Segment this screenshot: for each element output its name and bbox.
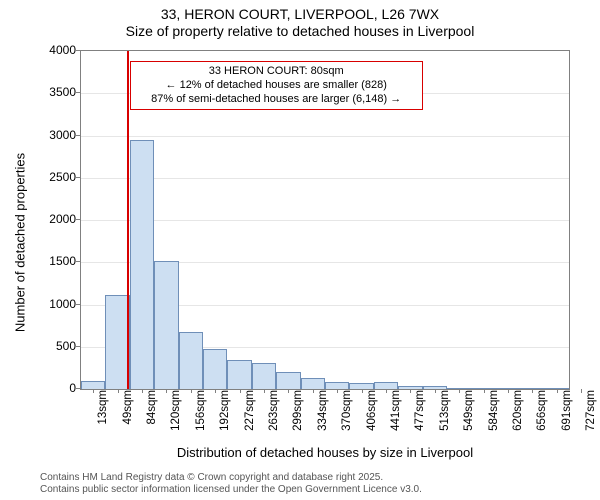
x-tick-mark (93, 389, 94, 393)
histogram-bar (325, 382, 349, 389)
x-tick-mark (288, 389, 289, 393)
x-tick-mark (313, 389, 314, 393)
x-tick-mark (337, 389, 338, 393)
x-tick-mark (581, 389, 582, 393)
footer-attribution: Contains HM Land Registry data © Crown c… (40, 472, 422, 496)
annotation-line-1: 33 HERON COURT: 80sqm (137, 65, 416, 79)
x-tick-label: 406sqm (366, 390, 378, 440)
histogram-bar (301, 378, 325, 389)
y-tick-label: 1000 (36, 297, 76, 311)
annotation-line-3: 87% of semi-detached houses are larger (… (137, 93, 416, 107)
title-line-1: 33, HERON COURT, LIVERPOOL, L26 7WX (0, 6, 600, 23)
x-tick-label: 441sqm (390, 390, 402, 440)
y-tick-label: 500 (36, 339, 76, 353)
plot-area: 33 HERON COURT: 80sqm← 12% of detached h… (80, 50, 570, 390)
x-tick-label: 49sqm (122, 390, 134, 440)
histogram-bar (227, 360, 251, 389)
x-tick-mark (410, 389, 411, 393)
chart-title: 33, HERON COURT, LIVERPOOL, L26 7WX Size… (0, 6, 600, 40)
y-axis-label: Number of detached properties (13, 73, 28, 413)
y-tick-label: 0 (36, 381, 76, 395)
histogram-bar (203, 349, 227, 389)
x-tick-label: 120sqm (170, 390, 182, 440)
x-tick-mark (557, 389, 558, 393)
y-axis-ticks: 05001000150020002500300035004000 (36, 50, 80, 390)
y-tick-label: 4000 (36, 43, 76, 57)
x-tick-label: 584sqm (488, 390, 500, 440)
annotation-box: 33 HERON COURT: 80sqm← 12% of detached h… (130, 61, 423, 110)
x-tick-mark (532, 389, 533, 393)
x-tick-label: 192sqm (219, 390, 231, 440)
x-tick-mark (484, 389, 485, 393)
x-tick-mark (362, 389, 363, 393)
annotation-line-2: ← 12% of detached houses are smaller (82… (137, 79, 416, 93)
y-tick-label: 2000 (36, 212, 76, 226)
x-tick-mark (240, 389, 241, 393)
x-tick-mark (142, 389, 143, 393)
x-tick-label: 13sqm (97, 390, 109, 440)
x-tick-mark (215, 389, 216, 393)
x-tick-label: 227sqm (244, 390, 256, 440)
x-tick-mark (508, 389, 509, 393)
x-tick-label: 620sqm (512, 390, 524, 440)
footer-line-2: Contains public sector information licen… (40, 484, 422, 496)
x-tick-mark (386, 389, 387, 393)
y-tick-label: 1500 (36, 254, 76, 268)
x-tick-label: 334sqm (317, 390, 329, 440)
x-tick-label: 513sqm (439, 390, 451, 440)
histogram-bar (130, 140, 154, 389)
x-tick-mark (435, 389, 436, 393)
y-tick-label: 2500 (36, 170, 76, 184)
x-tick-label: 727sqm (585, 390, 597, 440)
footer-line-1: Contains HM Land Registry data © Crown c… (40, 472, 422, 484)
histogram-bar (252, 363, 276, 389)
histogram-bar (81, 381, 105, 389)
histogram-bar (154, 261, 178, 389)
y-tick-label: 3000 (36, 128, 76, 142)
x-tick-mark (459, 389, 460, 393)
x-tick-label: 549sqm (463, 390, 475, 440)
histogram-bar (105, 295, 129, 389)
chart-container: 33, HERON COURT, LIVERPOOL, L26 7WX Size… (0, 0, 600, 500)
x-tick-mark (166, 389, 167, 393)
x-tick-label: 477sqm (414, 390, 426, 440)
title-line-2: Size of property relative to detached ho… (0, 23, 600, 40)
y-tick-label: 3500 (36, 85, 76, 99)
histogram-bar (374, 382, 398, 389)
x-tick-label: 84sqm (146, 390, 158, 440)
histogram-bar (276, 372, 300, 389)
x-tick-label: 156sqm (195, 390, 207, 440)
x-tick-label: 299sqm (292, 390, 304, 440)
x-tick-label: 691sqm (561, 390, 573, 440)
x-tick-mark (191, 389, 192, 393)
x-tick-mark (118, 389, 119, 393)
x-tick-mark (264, 389, 265, 393)
x-tick-label: 370sqm (341, 390, 353, 440)
x-axis-label: Distribution of detached houses by size … (80, 445, 570, 460)
histogram-bar (179, 332, 203, 389)
x-tick-label: 656sqm (536, 390, 548, 440)
x-tick-label: 263sqm (268, 390, 280, 440)
